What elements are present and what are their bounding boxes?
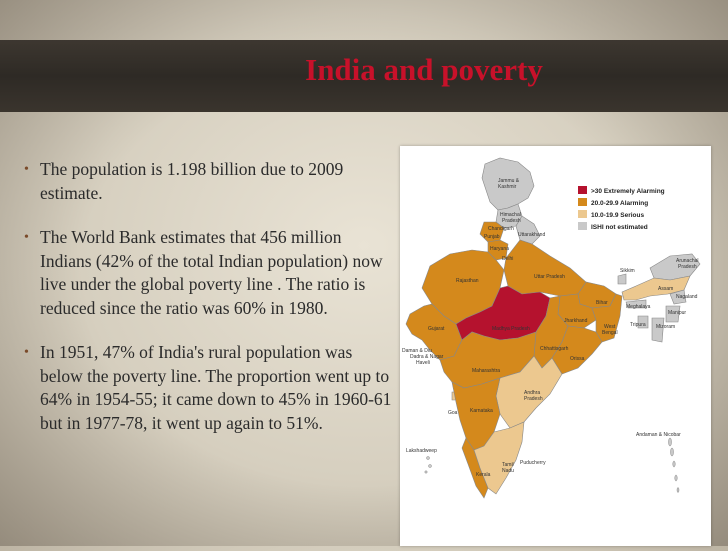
label-jk2: Kashmir — [498, 184, 517, 190]
label-wb: West — [604, 324, 616, 330]
legend-label-alarming: 20.0-29.9 Alarming — [591, 200, 648, 207]
label-bihar: Bihar — [596, 300, 608, 306]
region-tamil-nadu — [473, 421, 525, 495]
label-chandigarh: Chandigarh — [488, 226, 514, 232]
region-meghalaya — [625, 299, 647, 309]
region-sikkim — [617, 273, 627, 285]
label-nagaland: Nagaland — [676, 294, 698, 300]
bullet-text: The World Bank estimates that 456 millio… — [40, 227, 383, 318]
label-maharashtra: Maharashtra — [472, 368, 500, 374]
legend-swatch-alarming — [578, 198, 587, 206]
label-goa: Goa — [448, 410, 458, 416]
label-gujarat: Gujarat — [428, 326, 445, 332]
label-uttarakhand: Uttarakhand — [518, 232, 545, 238]
bullet-marker-icon: • — [24, 162, 29, 177]
label-up: Uttar Pradesh — [534, 274, 565, 280]
label-arunachal: Arunachal — [676, 258, 699, 264]
bullet-text: In 1951, 47% of India's rural population… — [40, 342, 392, 433]
label-tn2: Nadu — [502, 468, 514, 474]
label-tn: Tamil — [502, 462, 514, 468]
label-jharkhand: Jharkhand — [564, 318, 588, 324]
bullet-item: • The population is 1.198 billion due to… — [24, 158, 396, 205]
label-meghalaya: Meghalaya — [626, 304, 651, 310]
label-hp: Himachal — [500, 212, 521, 218]
map-svg: >30 Extremely Alarming 20.0-29.9 Alarmin… — [402, 157, 701, 499]
label-rajasthan: Rajasthan — [456, 278, 479, 284]
label-delhi: Delhi — [502, 256, 513, 262]
andaman-islands — [668, 437, 680, 493]
label-sikkim: Sikkim — [620, 268, 635, 274]
label-kerala: Kerala — [476, 472, 491, 478]
region-nagaland — [669, 289, 687, 305]
label-orissa: Orissa — [570, 356, 585, 362]
label-tripura: Tripura — [630, 322, 646, 328]
legend-swatch-not-estimated — [578, 222, 587, 230]
label-mp: Madhya Pradesh — [492, 326, 530, 332]
label-lakshadweep: Lakshadweep — [406, 448, 437, 454]
region-mizoram — [651, 317, 665, 343]
map-labels: Jammu & Kashmir Himachal Pradesh Chandig… — [402, 178, 699, 478]
legend-swatch-serious — [578, 210, 587, 218]
region-tripura — [637, 315, 649, 329]
label-daman: Daman & Diu — [402, 348, 432, 354]
label-andhra: Andhra — [524, 390, 540, 396]
lakshadweep-islands — [424, 456, 432, 474]
label-andaman: Andaman & Nicobar — [636, 432, 681, 438]
label-wb2: Bengal — [602, 330, 618, 336]
india-poverty-map: >30 Extremely Alarming 20.0-29.9 Alarmin… — [400, 146, 711, 546]
label-puducherry: Puducherry — [520, 460, 546, 466]
slide-title: India and poverty — [305, 52, 543, 87]
label-manipur: Manipur — [668, 310, 686, 316]
title-band — [0, 40, 728, 112]
label-mizoram: Mizoram — [656, 324, 675, 330]
label-dadra: Dadra & Nagar — [410, 354, 444, 360]
map-legend: >30 Extremely Alarming 20.0-29.9 Alarmin… — [578, 186, 665, 231]
legend-label-extreme: >30 Extremely Alarming — [591, 188, 665, 195]
label-hp2: Pradesh — [502, 218, 521, 224]
bullet-marker-icon: • — [24, 230, 29, 245]
label-assam: Assam — [658, 286, 673, 292]
bullet-marker-icon: • — [24, 345, 29, 360]
bullet-text: The population is 1.198 billion due to 2… — [40, 159, 344, 203]
label-karnataka: Karnataka — [470, 408, 493, 414]
bullet-list: • The population is 1.198 billion due to… — [24, 158, 396, 456]
label-dadra2: Haveli — [416, 360, 430, 366]
legend-label-not-estimated: ISHI not estimated — [591, 224, 648, 231]
label-haryana: Haryana — [490, 246, 509, 252]
legend-swatch-extreme — [578, 186, 587, 194]
label-punjab: Punjab — [484, 234, 500, 240]
bullet-item: • In 1951, 47% of India's rural populati… — [24, 341, 396, 435]
label-jk: Jammu & — [498, 178, 520, 184]
region-uttar-pradesh — [503, 239, 587, 297]
label-andhra2: Pradesh — [524, 396, 543, 402]
label-chhattisgarh: Chhattisgarh — [540, 346, 569, 352]
bullet-item: • The World Bank estimates that 456 mill… — [24, 226, 396, 320]
region-manipur — [665, 305, 681, 323]
legend-label-serious: 10.0-19.9 Serious — [591, 212, 644, 219]
label-arunachal2: Pradesh — [678, 264, 697, 270]
region-west-bengal — [591, 293, 623, 343]
